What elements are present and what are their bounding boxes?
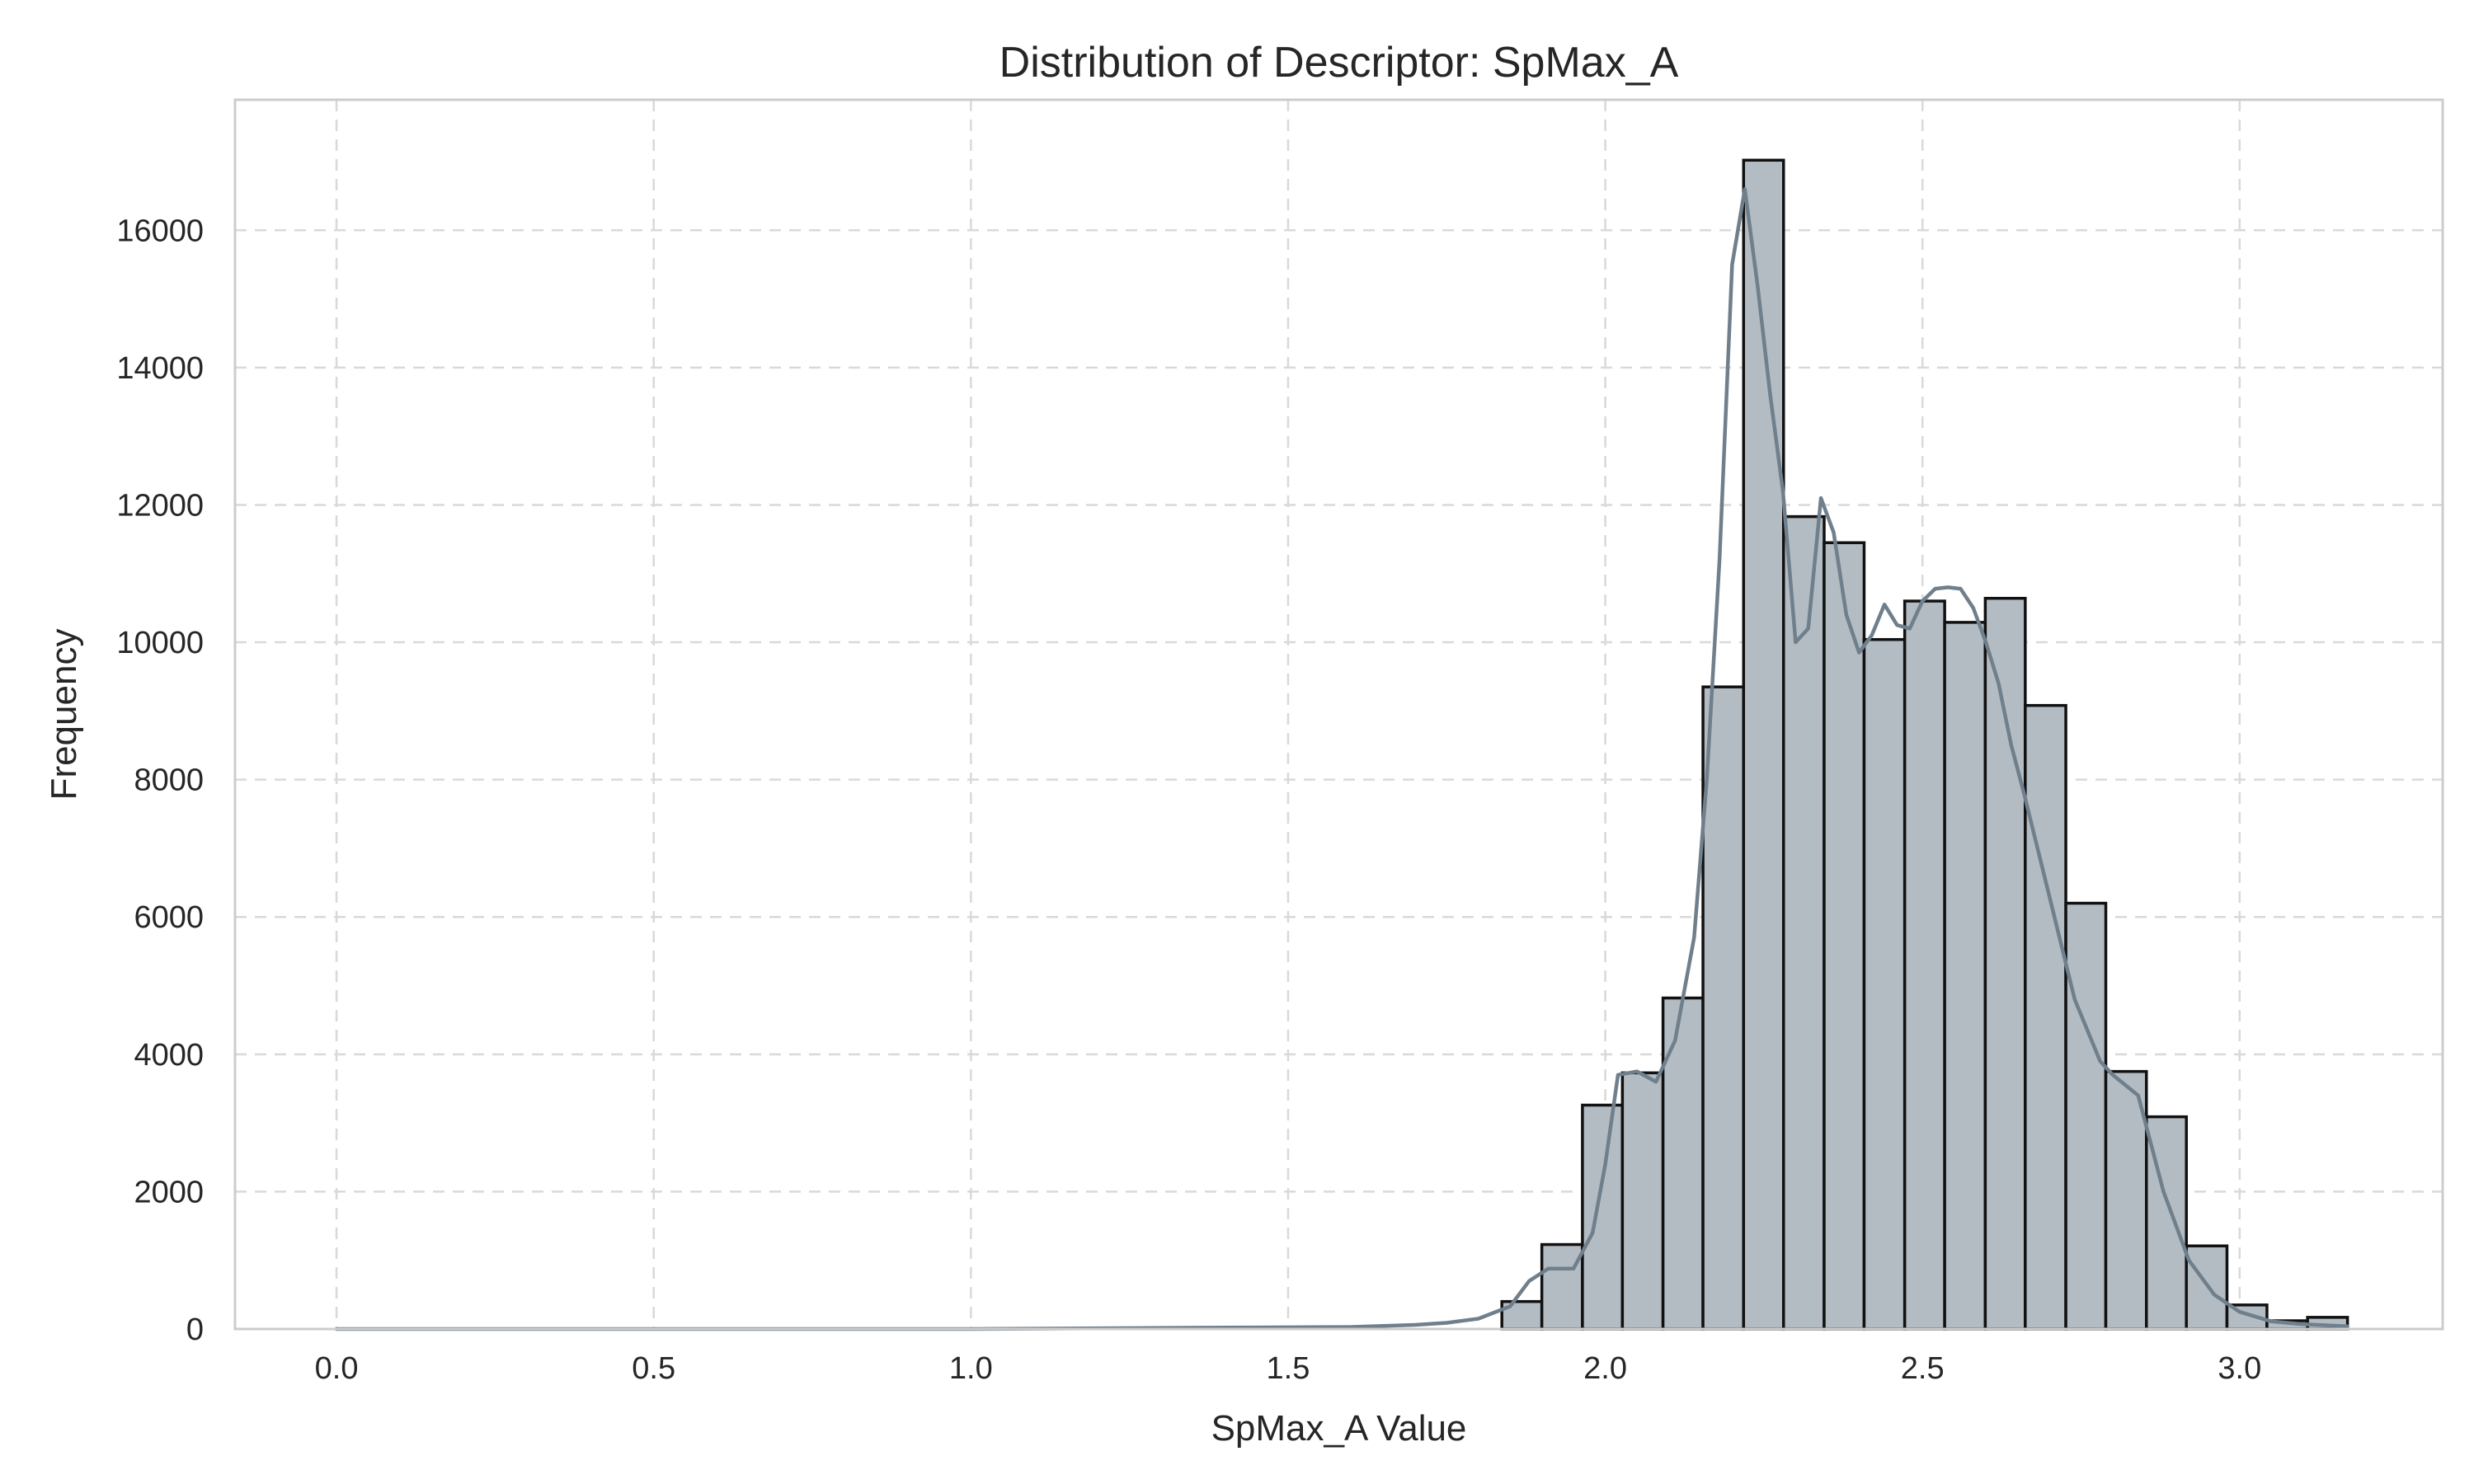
histogram-bars: [1500, 158, 2349, 1331]
histogram-bar: [1903, 599, 1946, 1331]
y-tick-label: 16000: [116, 214, 204, 248]
y-tick-label: 12000: [116, 488, 204, 523]
histogram-bar: [2064, 901, 2108, 1331]
histogram-bar: [1781, 514, 1826, 1331]
kde-curve-group: [334, 187, 2349, 1331]
x-tick-label: 2.5: [1901, 1351, 1945, 1386]
histogram-bar: [1701, 685, 1746, 1331]
x-tick-label: 0.0: [315, 1351, 359, 1386]
y-tick-label: 6000: [134, 900, 204, 935]
x-tick-label: 0.5: [632, 1351, 675, 1386]
histogram-bar: [1823, 541, 1866, 1331]
y-tick-label: 14000: [116, 351, 204, 386]
x-tick-label: 1.0: [949, 1351, 993, 1386]
y-tick-label: 0: [186, 1313, 204, 1347]
y-tick-label: 4000: [134, 1038, 204, 1073]
x-axis-label: SpMax_A Value: [1211, 1408, 1467, 1449]
y-tick-label: 8000: [134, 763, 204, 798]
x-axis-ticks: 0.0 0.5 1.0 1.5 2.0 2.5 3.0: [315, 1351, 2262, 1386]
histogram-bar: [1661, 996, 1705, 1331]
histogram-bar: [1943, 621, 1987, 1331]
histogram-bar: [1862, 637, 1907, 1331]
y-axis-label: Frequency: [44, 629, 84, 801]
histogram-bar: [1540, 1242, 1584, 1331]
x-tick-label: 1.5: [1267, 1351, 1310, 1386]
histogram-bar: [1581, 1103, 1625, 1331]
y-tick-label: 2000: [134, 1175, 204, 1209]
plot-frame: [233, 98, 2444, 1331]
y-axis-ticks: 0 2000 4000 6000 8000 10000 12000 14000 16000: [116, 214, 204, 1347]
kde-curve: [334, 187, 2349, 1331]
x-tick-label: 3.0: [2218, 1351, 2261, 1386]
y-tick-label: 10000: [116, 626, 204, 660]
histogram-bar: [2024, 703, 2067, 1331]
chart-title: Distribution of Descriptor: SpMax_A: [999, 39, 1679, 87]
x-tick-label: 2.0: [1583, 1351, 1627, 1386]
histogram-bar: [1620, 1071, 1665, 1331]
